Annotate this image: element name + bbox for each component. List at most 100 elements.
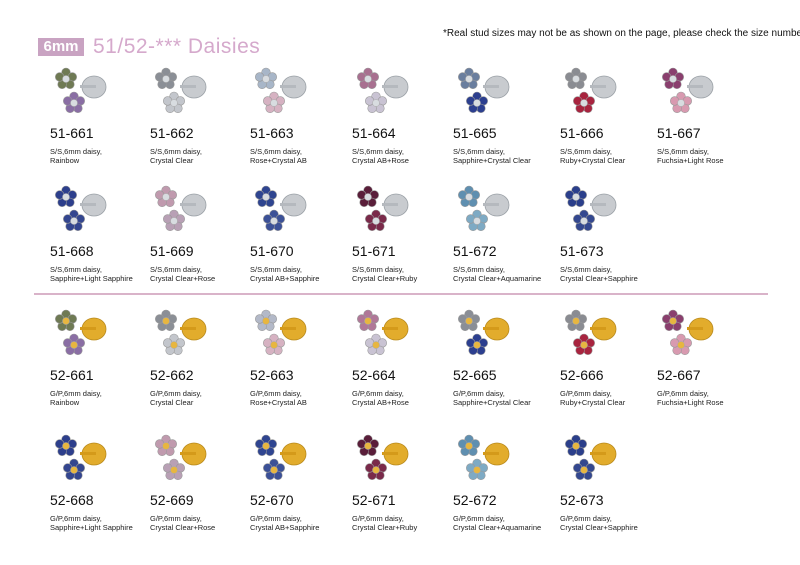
product-code: 52-665 bbox=[453, 367, 497, 383]
product-description: G/P,6mm daisy, Sapphire+Light Sapphire bbox=[50, 514, 160, 532]
product-description: S/S,6mm daisy, Ruby+Crystal Clear bbox=[560, 147, 670, 165]
page-title: 51/52-*** Daisies bbox=[93, 35, 261, 58]
product-item: 51-664 S/S,6mm daisy, Crystal AB+Rose bbox=[352, 65, 460, 185]
description-line-2: Crystal Clear+Ruby bbox=[352, 274, 418, 283]
product-description: S/S,6mm daisy, Rainbow bbox=[50, 147, 160, 165]
description-line-1: S/S,6mm daisy, bbox=[150, 147, 202, 156]
earring-photo bbox=[55, 67, 107, 114]
description-line-2: Crystal Clear+Sapphire bbox=[560, 274, 638, 283]
description-line-2: Fuchsia+Light Rose bbox=[657, 398, 724, 407]
section-divider bbox=[34, 293, 768, 295]
product-item: 51-661 S/S,6mm daisy, Rainbow bbox=[50, 65, 158, 185]
product-description: S/S,6mm daisy, Fuchsia+Light Rose bbox=[657, 147, 767, 165]
description-line-2: Ruby+Crystal Clear bbox=[560, 156, 626, 165]
description-line-1: S/S,6mm daisy, bbox=[50, 147, 102, 156]
product-description: S/S,6mm daisy, Crystal AB+Rose bbox=[352, 147, 462, 165]
product-item: 51-671 S/S,6mm daisy, Crystal Clear+Ruby bbox=[352, 183, 460, 303]
description-line-1: S/S,6mm daisy, bbox=[352, 265, 404, 274]
product-item: 52-662 G/P,6mm daisy, Crystal Clear bbox=[150, 307, 258, 427]
product-description: S/S,6mm daisy, Crystal Clear+Rose bbox=[150, 265, 260, 283]
description-line-2: Rose+Crystal AB bbox=[250, 156, 307, 165]
product-code: 52-669 bbox=[150, 492, 194, 508]
earring-photo bbox=[255, 67, 307, 114]
description-line-2: Rainbow bbox=[50, 398, 80, 407]
product-code: 51-673 bbox=[560, 243, 604, 259]
product-item: 52-669 G/P,6mm daisy, Crystal Clear+Rose bbox=[150, 432, 258, 552]
description-line-1: S/S,6mm daisy, bbox=[453, 265, 505, 274]
description-line-1: S/S,6mm daisy, bbox=[150, 265, 202, 274]
product-description: G/P,6mm daisy, Crystal Clear bbox=[150, 389, 260, 407]
earring-photo bbox=[458, 309, 510, 356]
description-line-1: S/S,6mm daisy, bbox=[657, 147, 709, 156]
product-description: S/S,6mm daisy, Crystal Clear+Ruby bbox=[352, 265, 462, 283]
product-description: G/P,6mm daisy, Ruby+Crystal Clear bbox=[560, 389, 670, 407]
product-item: 51-669 S/S,6mm daisy, Crystal Clear+Rose bbox=[150, 183, 258, 303]
product-item: 51-665 S/S,6mm daisy, Sapphire+Crystal Cle… bbox=[453, 65, 561, 185]
product-description: G/P,6mm daisy, Crystal Clear+Ruby bbox=[352, 514, 462, 532]
product-code: 51-668 bbox=[50, 243, 94, 259]
description-line-1: G/P,6mm daisy, bbox=[453, 389, 505, 398]
description-line-1: G/P,6mm daisy, bbox=[250, 514, 302, 523]
size-note: *Real stud sizes may not be as shown on … bbox=[443, 28, 800, 39]
earring-photo bbox=[565, 309, 617, 356]
product-code: 51-667 bbox=[657, 125, 701, 141]
product-description: S/S,6mm daisy, Crystal Clear+Sapphire bbox=[560, 265, 670, 283]
description-line-1: G/P,6mm daisy, bbox=[50, 514, 102, 523]
product-description: S/S,6mm daisy, Sapphire+Crystal Clear bbox=[453, 147, 563, 165]
product-item: 51-670 S/S,6mm daisy, Crystal AB+Sapphire bbox=[250, 183, 358, 303]
earring-photo bbox=[155, 67, 207, 114]
description-line-2: Sapphire+Crystal Clear bbox=[453, 156, 531, 165]
earring-photo bbox=[255, 309, 307, 356]
description-line-2: Rainbow bbox=[50, 156, 80, 165]
product-code: 52-661 bbox=[50, 367, 94, 383]
product-code: 52-668 bbox=[50, 492, 94, 508]
product-code: 52-664 bbox=[352, 367, 396, 383]
product-description: S/S,6mm daisy, Rose+Crystal AB bbox=[250, 147, 360, 165]
description-line-2: Crystal AB+Rose bbox=[352, 156, 409, 165]
earring-photo bbox=[357, 434, 409, 481]
description-line-1: G/P,6mm daisy, bbox=[560, 389, 612, 398]
product-code: 51-671 bbox=[352, 243, 396, 259]
description-line-2: Fuchsia+Light Rose bbox=[657, 156, 724, 165]
earring-photo bbox=[458, 185, 510, 232]
description-line-2: Crystal Clear+Rose bbox=[150, 274, 216, 283]
description-line-2: Crystal AB+Rose bbox=[352, 398, 409, 407]
product-code: 52-672 bbox=[453, 492, 497, 508]
description-line-2: Sapphire+Light Sapphire bbox=[50, 523, 133, 532]
size-badge: 6mm bbox=[38, 38, 84, 56]
earring-photo bbox=[55, 185, 107, 232]
description-line-1: G/P,6mm daisy, bbox=[453, 514, 505, 523]
product-item: 51-668 S/S,6mm daisy, Sapphire+Light Sapph… bbox=[50, 183, 158, 303]
product-item: 51-666 S/S,6mm daisy, Ruby+Crystal Clear bbox=[560, 65, 668, 185]
product-item: 52-661 G/P,6mm daisy, Rainbow bbox=[50, 307, 158, 427]
product-description: G/P,6mm daisy, Crystal Clear+Sapphire bbox=[560, 514, 670, 532]
description-line-1: G/P,6mm daisy, bbox=[352, 389, 404, 398]
product-code: 51-669 bbox=[150, 243, 194, 259]
product-item: 52-673 G/P,6mm daisy, Crystal Clear+Sapphi… bbox=[560, 432, 668, 552]
description-line-1: S/S,6mm daisy, bbox=[352, 147, 404, 156]
product-code: 52-670 bbox=[250, 492, 294, 508]
description-line-2: Crystal Clear bbox=[150, 398, 194, 407]
description-line-1: S/S,6mm daisy, bbox=[250, 147, 302, 156]
earring-photo bbox=[255, 185, 307, 232]
earring-photo bbox=[155, 185, 207, 232]
product-description: S/S,6mm daisy, Crystal AB+Sapphire bbox=[250, 265, 360, 283]
product-code: 52-673 bbox=[560, 492, 604, 508]
product-item: 51-672 S/S,6mm daisy, Crystal Clear+Aquama… bbox=[453, 183, 561, 303]
earring-photo bbox=[55, 309, 107, 356]
description-line-1: G/P,6mm daisy, bbox=[657, 389, 709, 398]
product-item: 52-670 G/P,6mm daisy, Crystal AB+Sapphire bbox=[250, 432, 358, 552]
product-code: 52-671 bbox=[352, 492, 396, 508]
product-item: 52-667 G/P,6mm daisy, Fuchsia+Light Rose bbox=[657, 307, 765, 427]
product-description: S/S,6mm daisy, Crystal Clear+Aquamarine bbox=[453, 265, 563, 283]
product-item: 51-667 S/S,6mm daisy, Fuchsia+Light Rose bbox=[657, 65, 765, 185]
description-line-2: Crystal Clear bbox=[150, 156, 194, 165]
product-code: 52-667 bbox=[657, 367, 701, 383]
product-code: 51-661 bbox=[50, 125, 94, 141]
product-description: G/P,6mm daisy, Crystal AB+Sapphire bbox=[250, 514, 360, 532]
earring-photo bbox=[458, 434, 510, 481]
description-line-2: Ruby+Crystal Clear bbox=[560, 398, 626, 407]
description-line-2: Crystal AB+Sapphire bbox=[250, 274, 320, 283]
product-description: G/P,6mm daisy, Fuchsia+Light Rose bbox=[657, 389, 767, 407]
product-code: 52-666 bbox=[560, 367, 604, 383]
